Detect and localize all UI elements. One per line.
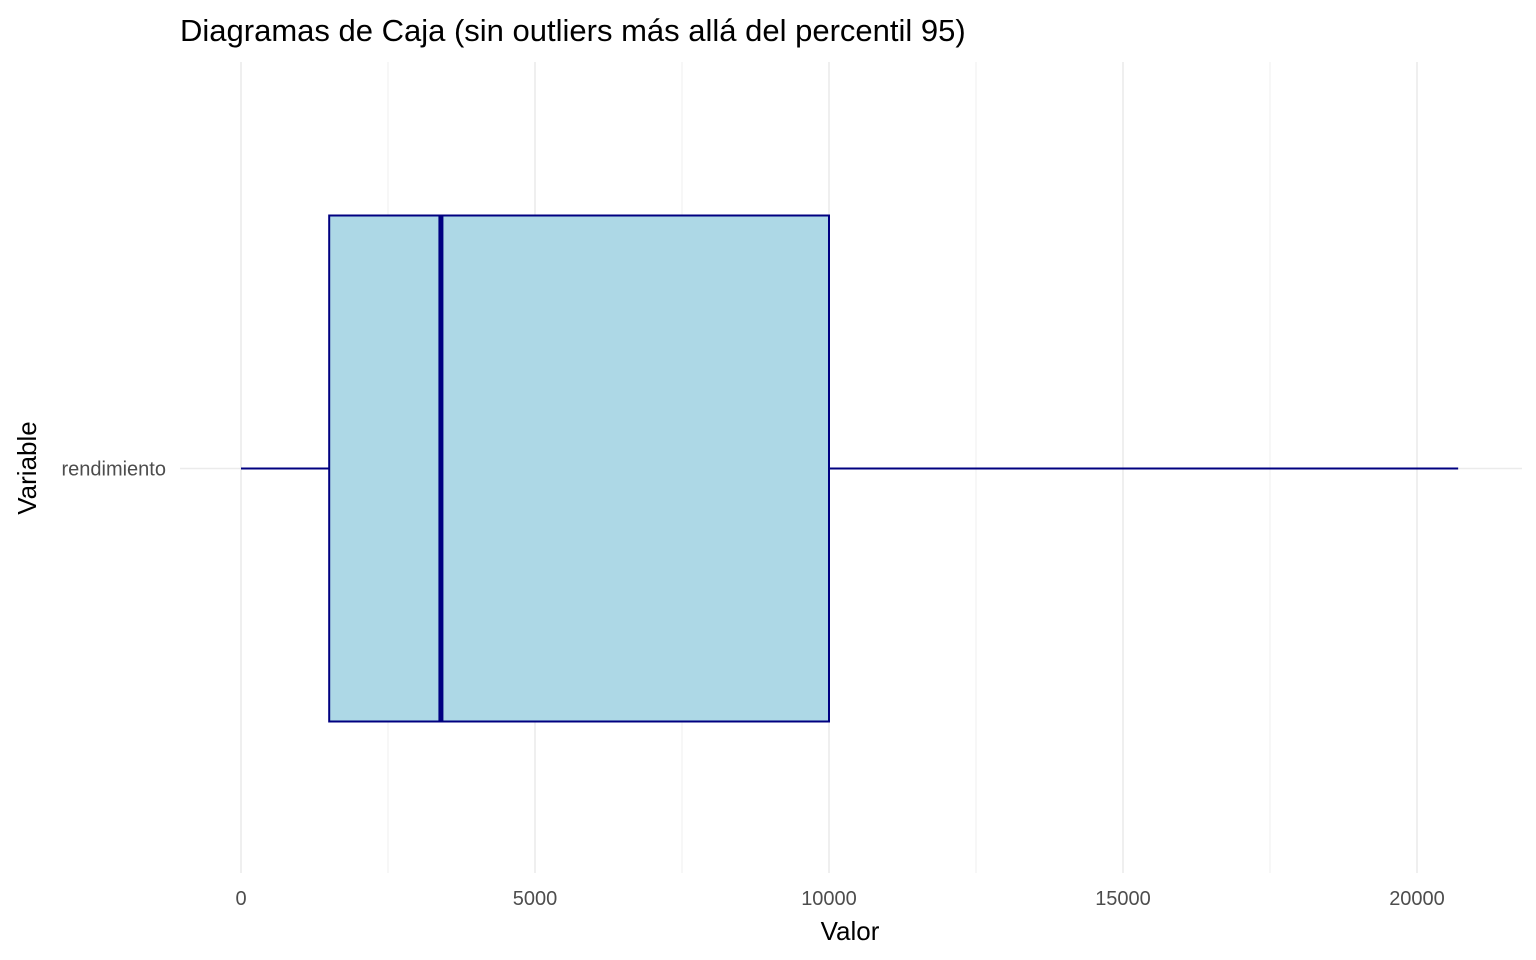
x-axis-title: Valor [821, 916, 880, 946]
y-axis-ticks: rendimiento [61, 459, 166, 481]
chart-title: Diagramas de Caja (sin outliers más allá… [180, 13, 966, 48]
x-tick-label: 15000 [1095, 888, 1151, 910]
x-tick-label: 5000 [513, 888, 558, 910]
boxes [241, 214, 1459, 723]
x-tick-label: 10000 [801, 888, 857, 910]
y-axis-title: Variable [12, 421, 42, 514]
y-tick-label: rendimiento [61, 459, 166, 481]
x-tick-label: 20000 [1389, 888, 1445, 910]
x-axis-ticks: 0 5000 10000 15000 20000 [235, 888, 1444, 910]
x-tick-label: 0 [235, 888, 246, 910]
iqr-box [328, 214, 830, 723]
box-rendimiento [241, 214, 1459, 723]
